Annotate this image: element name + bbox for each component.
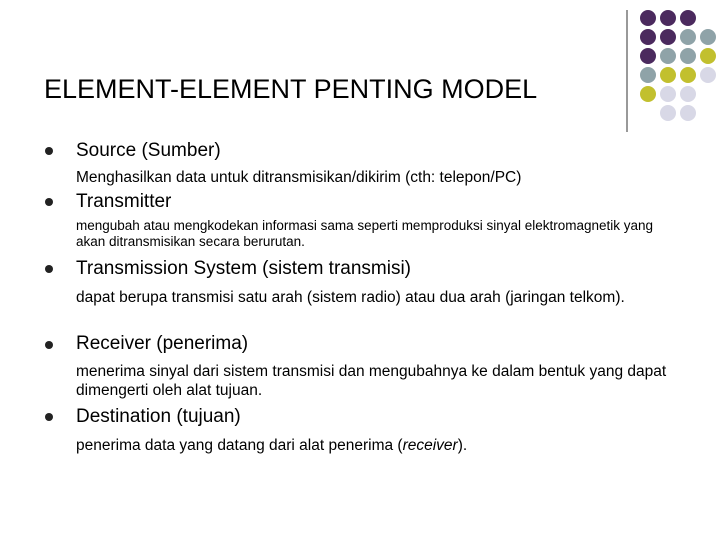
emphasis: receiver (402, 437, 458, 454)
item-heading: Transmission System (sistem transmisi) (76, 258, 412, 279)
bullet (45, 341, 53, 349)
item-description: dapat berupa transmisi satu arah (sistem… (76, 289, 625, 306)
dot-grid (640, 10, 716, 121)
item-description: penerima data yang datang dari alat pene… (76, 436, 676, 455)
item-heading: Receiver (penerima) (76, 333, 249, 354)
item-heading: Destination (tujuan) (76, 406, 241, 427)
decoration (626, 10, 716, 132)
item-description: menerima sinyal dari sistem transmisi da… (76, 363, 667, 399)
item-heading: Source (Sumber) (76, 140, 221, 161)
item-heading: Transmitter (76, 191, 172, 212)
item-description: Menghasilkan data untuk ditransmisikan/d… (76, 169, 522, 186)
bullet (45, 265, 53, 273)
item-description: mengubah atau mengkodekan informasi sama… (76, 218, 654, 249)
slide-title: ELEMENT-ELEMENT PENTING MODEL (44, 74, 538, 104)
text: penerima data yang datang dari alat pene… (76, 437, 403, 454)
text: ). (457, 437, 468, 454)
bullet (45, 147, 53, 155)
bullet (45, 413, 53, 421)
bullet (45, 198, 53, 206)
